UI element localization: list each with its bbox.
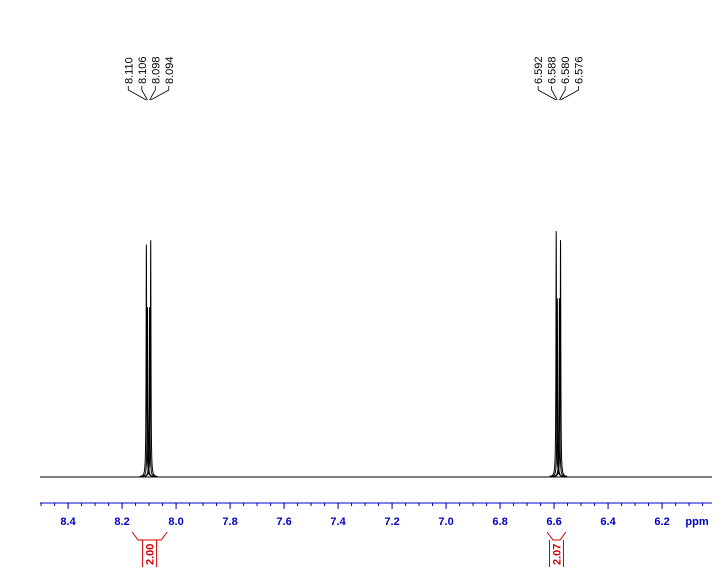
x-tick-label: 6.2 <box>654 516 669 528</box>
peak-leader <box>149 86 156 101</box>
peak-label: 8.094 <box>164 56 176 84</box>
peak-label: 8.110 <box>123 57 135 84</box>
x-tick-label: 6.8 <box>492 516 507 528</box>
peak-label: 6.576 <box>574 56 586 84</box>
peak-label: 6.588 <box>547 56 559 84</box>
peak-leader <box>127 86 147 101</box>
x-tick-label: 7.0 <box>438 516 453 528</box>
x-tick-label: 6.6 <box>546 516 561 528</box>
x-tick-label: 7.8 <box>222 516 237 528</box>
x-tick-label: 8.2 <box>114 516 129 528</box>
integral-label: 2.07 <box>551 544 563 565</box>
x-tick-label: 8.4 <box>60 516 76 528</box>
peak <box>553 240 568 477</box>
x-axis-label: ppm <box>685 516 708 528</box>
integral-label: 2.00 <box>145 544 157 565</box>
peak-leader <box>559 86 566 101</box>
x-tick-label: 7.6 <box>276 516 291 528</box>
integral-box <box>548 540 564 567</box>
peak-leader <box>551 86 558 101</box>
peak-label: 8.098 <box>150 56 162 84</box>
peak-label: 8.106 <box>137 56 149 84</box>
integral-bracket <box>546 531 567 541</box>
peak-label: 6.580 <box>560 56 572 84</box>
x-tick-label: 7.4 <box>330 516 346 528</box>
integral-box <box>142 540 158 567</box>
peak-leader <box>537 86 557 101</box>
peak-leader <box>150 86 170 101</box>
peak-leader <box>141 86 148 101</box>
integral-bracket <box>131 531 168 541</box>
peak <box>143 240 158 477</box>
peak-label: 6.592 <box>533 56 545 84</box>
x-tick-label: 8.0 <box>168 516 183 528</box>
x-tick-label: 7.2 <box>384 516 399 528</box>
peak-leader <box>560 86 580 101</box>
x-tick-label: 6.4 <box>600 516 616 528</box>
